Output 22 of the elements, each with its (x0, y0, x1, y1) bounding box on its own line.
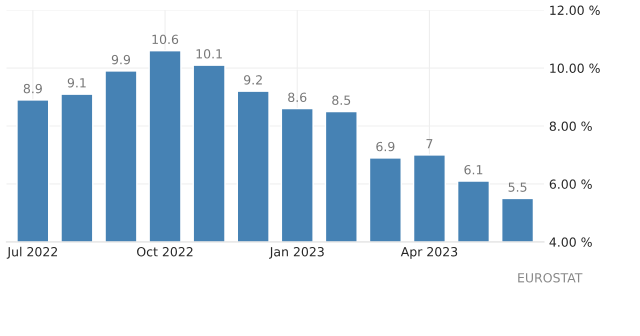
data-label: 10.6 (152, 34, 178, 44)
y-tick-label: 8.00 % (550, 121, 592, 131)
x-tick-label: Apr 2023 (400, 247, 458, 259)
data-label: 9.2 (244, 75, 262, 85)
data-label: 8.5 (332, 95, 350, 105)
data-label: 8.9 (24, 84, 42, 94)
y-tick-label: 6.00 % (550, 179, 592, 189)
data-label: 9.1 (68, 78, 86, 88)
x-tick-label: Oct 2022 (137, 247, 192, 256)
y-tick-label: 4.00 % (549, 237, 592, 247)
x-tick-label: Jul 2022 (6, 246, 58, 259)
data-label: 5.5 (508, 182, 526, 192)
y-tick-label: 10.00 % (550, 64, 600, 73)
x-tick-label: Jan 2023 (269, 247, 324, 259)
data-label: 10.1 (196, 49, 222, 59)
data-label: 7 (426, 139, 432, 148)
data-label: 6.1 (464, 165, 482, 174)
y-tick-label: 12.00 % (550, 6, 600, 16)
text: EUROSTAT (518, 273, 582, 283)
data-label: 6.9 (376, 142, 394, 152)
data-label: 9.9 (112, 54, 130, 64)
data-label: 8.6 (288, 92, 306, 102)
